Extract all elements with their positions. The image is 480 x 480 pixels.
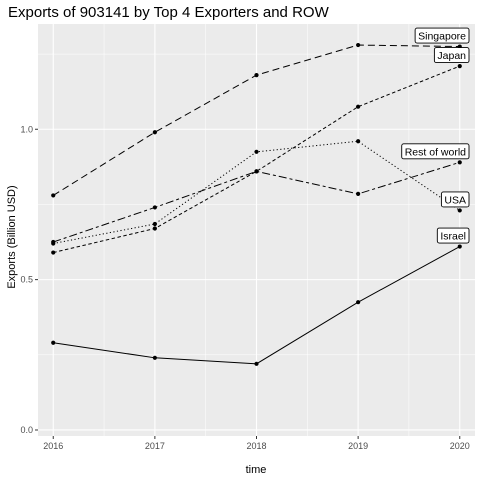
x-tick-label: 2018 — [246, 441, 266, 451]
label-box — [401, 143, 470, 160]
x-tick-label: 2020 — [450, 441, 470, 451]
label-box — [414, 27, 470, 44]
data-point-rest-of-world — [356, 191, 361, 197]
y-axis-title: Exports (Billion USD) — [6, 185, 18, 288]
series-label-japan: Japan — [433, 47, 470, 64]
data-point-usa — [51, 241, 56, 246]
label-text: Israel — [440, 231, 466, 243]
data-point-israel — [356, 300, 361, 305]
data-point-israel — [152, 355, 157, 360]
data-point-japan — [457, 64, 462, 69]
data-point-rest-of-world — [254, 169, 259, 174]
data-point-singapore — [51, 193, 56, 198]
label-text: Rest of world — [405, 146, 466, 158]
data-point-israel — [51, 340, 56, 345]
label-text: Japan — [437, 50, 466, 62]
series-label-usa: USA — [440, 191, 470, 208]
series-line-usa — [53, 140, 461, 245]
x-tick-label: 2016 — [43, 441, 63, 451]
label-text: Singapore — [418, 31, 466, 43]
data-point-usa — [152, 221, 157, 227]
data-point-japan — [51, 250, 56, 255]
label-text: USA — [444, 194, 466, 206]
x-tick-label: 2017 — [145, 441, 165, 451]
data-point-usa — [356, 139, 361, 144]
y-tick-label: 0.5 — [20, 275, 33, 285]
series-rest-of-world — [51, 160, 462, 245]
data-point-usa — [254, 149, 259, 154]
series-usa — [51, 139, 462, 246]
data-point-singapore — [254, 73, 259, 78]
data-point-israel — [254, 361, 259, 366]
y-tick-label: 1.0 — [20, 124, 33, 134]
x-tick-label: 2019 — [348, 441, 368, 451]
data-point-singapore — [356, 42, 361, 48]
series-label-rest-of-world: Rest of world — [401, 143, 470, 160]
chart-title: Exports of 903141 by Top 4 Exporters and… — [8, 4, 330, 21]
data-point-japan — [356, 104, 361, 109]
y-tick-label: 0.0 — [20, 425, 33, 435]
series-israel — [51, 244, 462, 366]
data-point-rest-of-world — [457, 160, 462, 165]
series — [51, 42, 462, 366]
series-label-israel: Israel — [436, 227, 470, 244]
data-point-usa — [457, 208, 462, 213]
data-point-singapore — [152, 130, 157, 135]
label-box — [440, 191, 470, 208]
data-point-japan — [152, 226, 157, 231]
series-label-singapore: Singapore — [414, 27, 470, 44]
data-point-rest-of-world — [152, 205, 157, 210]
data-point-israel — [457, 244, 462, 249]
series-labels: Singapore Japan Rest of world USA Israel — [401, 27, 470, 244]
axes: 0.0 0.5 1.0 2016 2017 2018 2019 2020 — [20, 124, 469, 451]
x-axis-title: time — [246, 464, 267, 476]
label-box — [433, 47, 470, 64]
label-box — [436, 227, 470, 244]
